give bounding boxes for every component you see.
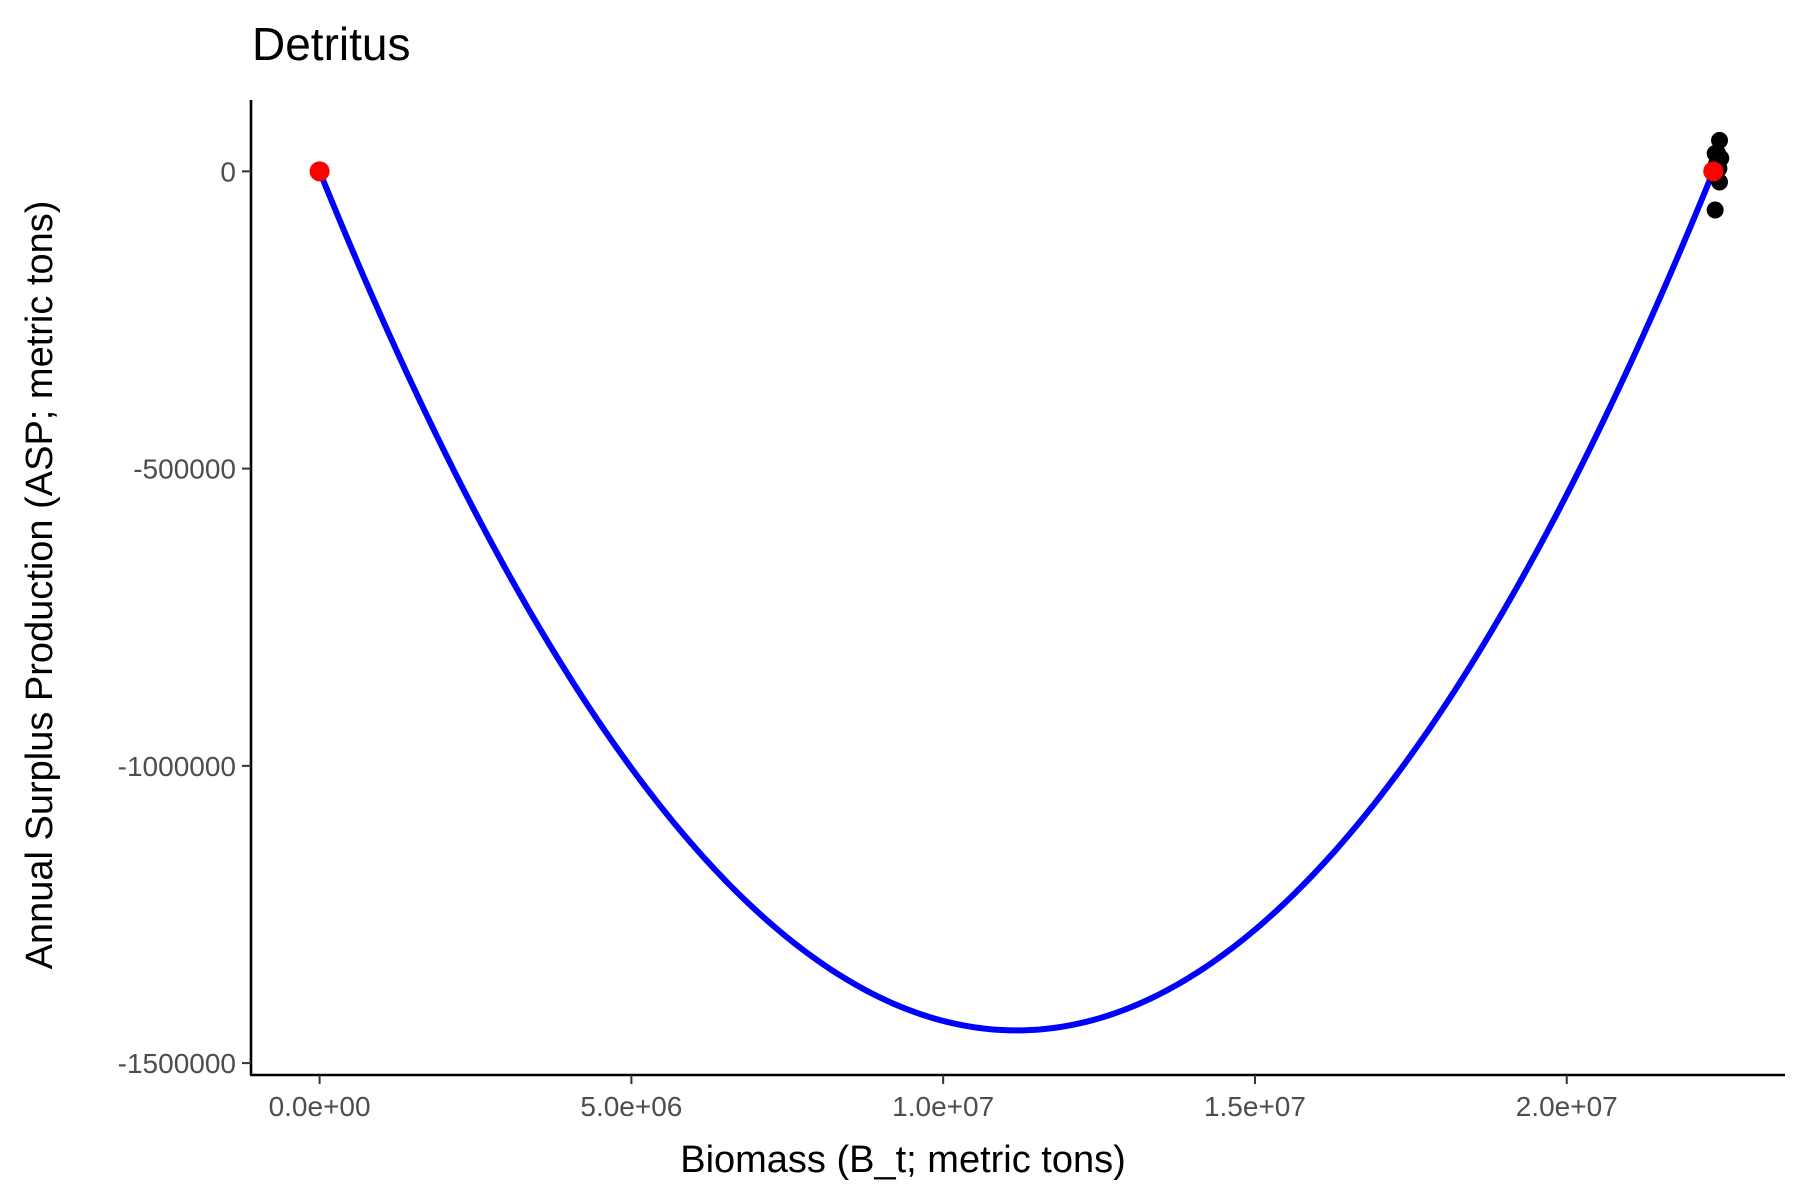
reference-point-0 <box>309 161 330 182</box>
data-point-8 <box>1706 201 1724 219</box>
fitted-curve <box>316 168 1717 1034</box>
reference-point-1 <box>1703 161 1724 182</box>
x-tick-label-2: 1.0e+07 <box>892 1091 994 1122</box>
x-tick-label-0: 0.0e+00 <box>269 1091 371 1122</box>
axis-ticks: 0.0e+00 5.0e+06 1.0e+07 1.5e+07 2.0e+07 0 -500… <box>118 156 1618 1122</box>
y-tick-label-2: -1000000 <box>118 751 236 782</box>
chart-title: Detritus <box>252 18 410 70</box>
x-axis-title: Biomass (B_t; metric tons) <box>680 1139 1126 1181</box>
data-point-0 <box>1711 131 1729 149</box>
x-tick-label-3: 1.5e+07 <box>1204 1091 1306 1122</box>
y-tick-label-3: -1500000 <box>118 1048 236 1079</box>
x-tick-label-4: 2.0e+07 <box>1516 1091 1618 1122</box>
y-tick-label-1: -500000 <box>133 454 236 485</box>
y-tick-label-0: 0 <box>220 156 236 187</box>
plot-area <box>309 131 1730 1034</box>
x-tick-label-1: 5.0e+06 <box>580 1091 682 1122</box>
y-axis-title: Annual Surplus Production (ASP; metric t… <box>19 201 61 970</box>
